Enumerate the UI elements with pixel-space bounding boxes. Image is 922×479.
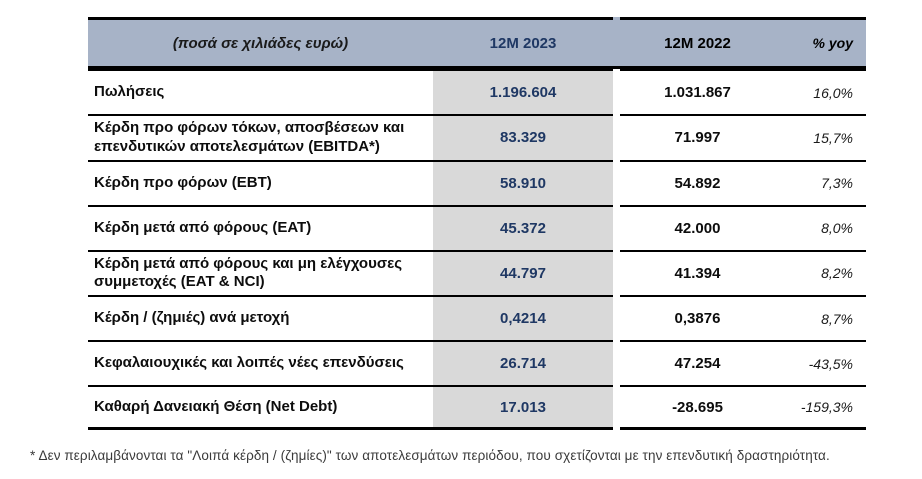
value-12m-2023: 83.329 [433, 114, 613, 160]
row-label: Πωλήσεις [88, 69, 433, 114]
value-12m-2022: -28.695 [620, 385, 775, 430]
value-12m-2023: 44.797 [433, 249, 613, 295]
row-label: Κεφαλαιουχικές και λοιπές νέες επενδύσει… [88, 340, 433, 385]
value-12m-2022: 1.031.867 [620, 69, 775, 114]
value-12m-2022: 47.254 [620, 340, 775, 385]
row-label: Καθαρή Δανειακή Θέση (Net Debt) [88, 385, 433, 430]
value-12m-2022: 54.892 [620, 159, 775, 205]
column-divider-gap [613, 114, 620, 160]
column-divider-gap [613, 159, 620, 205]
value-12m-2023: 1.196.604 [433, 69, 613, 114]
row-label: Κέρδη μετά από φόρους (EAT) [88, 204, 433, 250]
value-yoy: 16,0% [775, 69, 866, 114]
row-label: Κέρδη προ φόρων τόκων, αποσβέσεων και επ… [88, 114, 433, 160]
header-col-12m-2022: 12M 2022 [620, 17, 775, 69]
value-12m-2023: 45.372 [433, 204, 613, 250]
header-col-yoy: % yoy [775, 17, 866, 69]
table-row: Κεφαλαιουχικές και λοιπές νέες επενδύσει… [88, 340, 866, 385]
value-yoy: 8,0% [775, 204, 866, 250]
table-row: Κέρδη / (ζημιές) ανά μετοχή 0,4214 0,387… [88, 295, 866, 340]
row-label: Κέρδη μετά από φόρους και μη ελέγχουσες … [88, 249, 433, 296]
value-12m-2023: 58.910 [433, 159, 613, 205]
table-header-row: (ποσά σε χιλιάδες ευρώ) 12M 2023 12M 202… [88, 17, 866, 69]
table-row: Πωλήσεις 1.196.604 1.031.867 16,0% [88, 69, 866, 114]
row-label: Κέρδη προ φόρων (EBT) [88, 159, 433, 205]
column-divider-gap [613, 340, 620, 385]
value-yoy: 15,7% [775, 114, 866, 160]
value-yoy: 8,2% [775, 249, 866, 296]
footnote: * Δεν περιλαμβάνονται τα "Λοιπά κέρδη / … [30, 448, 830, 463]
value-12m-2022: 0,3876 [620, 295, 775, 340]
column-divider-gap [613, 249, 620, 295]
column-divider-gap [613, 385, 620, 430]
value-12m-2022: 41.394 [620, 249, 775, 296]
value-12m-2023: 26.714 [433, 340, 613, 385]
column-divider-gap [613, 295, 620, 340]
value-yoy: -159,3% [775, 385, 866, 430]
value-12m-2022: 71.997 [620, 114, 775, 160]
header-col-12m-2023: 12M 2023 [433, 17, 613, 69]
column-divider-gap [613, 17, 620, 69]
table-row: Καθαρή Δανειακή Θέση (Net Debt) 17.013 -… [88, 385, 866, 430]
row-label: Κέρδη / (ζημιές) ανά μετοχή [88, 295, 433, 340]
table-body: Πωλήσεις 1.196.604 1.031.867 16,0% Κέρδη… [88, 69, 866, 430]
table-row: Κέρδη μετά από φόρους (EAT) 45.372 42.00… [88, 204, 866, 250]
table-row: Κέρδη μετά από φόρους και μη ελέγχουσες … [88, 249, 866, 296]
value-yoy: 8,7% [775, 295, 866, 340]
column-divider-gap [613, 69, 620, 114]
column-divider-gap [613, 204, 620, 250]
financial-results-table: (ποσά σε χιλιάδες ευρώ) 12M 2023 12M 202… [88, 17, 866, 430]
table-row: Κέρδη προ φόρων τόκων, αποσβέσεων και επ… [88, 114, 866, 160]
value-12m-2023: 0,4214 [433, 295, 613, 340]
header-amounts-note: (ποσά σε χιλιάδες ευρώ) [88, 17, 433, 69]
value-12m-2023: 17.013 [433, 385, 613, 430]
value-yoy: -43,5% [775, 340, 866, 385]
value-12m-2022: 42.000 [620, 204, 775, 250]
value-yoy: 7,3% [775, 159, 866, 205]
table-row: Κέρδη προ φόρων (EBT) 58.910 54.892 7,3% [88, 159, 866, 205]
